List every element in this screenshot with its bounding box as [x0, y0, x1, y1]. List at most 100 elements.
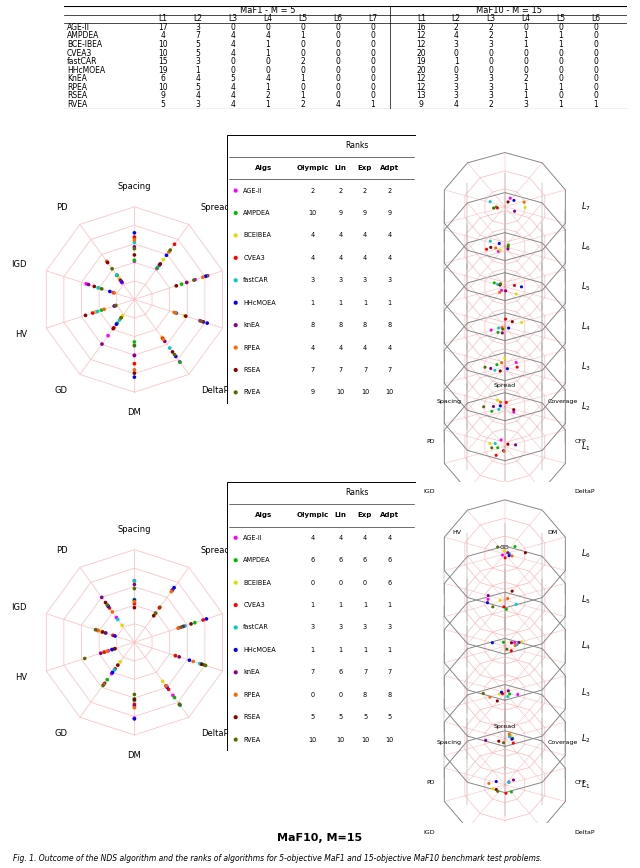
Point: [230, 621, 241, 635]
Text: 0: 0: [559, 23, 563, 32]
Point: [481, 242, 492, 256]
Point: [152, 261, 162, 275]
Point: [486, 404, 497, 418]
Point: [103, 644, 113, 658]
Point: [508, 773, 518, 787]
Point: [513, 687, 523, 701]
Text: RSEA: RSEA: [67, 91, 87, 100]
Point: [230, 575, 241, 589]
Point: [174, 621, 184, 635]
Point: [503, 546, 513, 560]
Point: [186, 617, 196, 631]
Point: [129, 339, 140, 352]
Point: [107, 642, 117, 656]
Point: [110, 641, 120, 655]
Text: 0: 0: [335, 74, 340, 83]
Text: HV: HV: [15, 673, 27, 681]
Text: 3: 3: [339, 624, 342, 630]
Point: [97, 303, 107, 317]
Text: 0: 0: [370, 40, 375, 49]
Point: [179, 619, 189, 633]
Text: L2: L2: [452, 15, 461, 23]
Point: [172, 306, 182, 320]
Text: 9: 9: [387, 210, 392, 216]
Text: 5: 5: [161, 100, 166, 108]
Point: [483, 592, 493, 606]
Text: RVEA: RVEA: [243, 737, 260, 743]
Point: [495, 364, 506, 378]
Point: [495, 278, 505, 292]
Text: 16: 16: [417, 23, 426, 32]
Text: 3: 3: [363, 277, 367, 283]
Point: [180, 309, 191, 323]
Text: L1: L1: [417, 15, 426, 23]
Point: [91, 305, 101, 319]
Text: 1: 1: [300, 91, 305, 100]
Text: 3: 3: [489, 82, 493, 92]
Text: HHcMOEA: HHcMOEA: [67, 66, 105, 75]
Point: [483, 595, 493, 609]
Point: [99, 678, 109, 692]
Text: 8: 8: [387, 322, 392, 328]
Text: knEA: knEA: [243, 322, 260, 328]
Point: [111, 299, 121, 312]
Text: HHcMOEA: HHcMOEA: [243, 647, 276, 653]
Point: [508, 732, 518, 746]
Text: 0: 0: [335, 57, 340, 66]
Point: [488, 201, 499, 215]
Point: [129, 248, 140, 262]
Text: 0: 0: [524, 23, 529, 32]
Text: 0: 0: [524, 66, 529, 75]
Text: 4: 4: [230, 49, 236, 57]
Point: [105, 285, 115, 299]
Point: [492, 393, 502, 407]
Point: [502, 592, 513, 606]
Point: [81, 308, 91, 322]
Point: [497, 356, 507, 370]
Text: L4: L4: [522, 15, 531, 23]
Point: [510, 540, 520, 554]
Point: [102, 256, 113, 270]
Text: DM: DM: [127, 751, 141, 760]
Point: [154, 258, 164, 272]
Text: 8: 8: [363, 692, 367, 698]
Text: 0: 0: [593, 66, 598, 75]
Text: fastCAR: fastCAR: [243, 277, 269, 283]
Point: [501, 396, 511, 410]
Point: [129, 240, 140, 253]
Text: 0: 0: [593, 40, 598, 49]
Point: [129, 577, 140, 591]
Point: [493, 278, 503, 292]
Point: [503, 437, 513, 451]
Point: [171, 649, 181, 663]
Text: 4: 4: [196, 74, 200, 83]
Point: [152, 260, 163, 274]
Text: 1: 1: [524, 82, 529, 92]
Text: 4: 4: [161, 31, 166, 41]
Text: MaF10, M=15: MaF10, M=15: [277, 832, 363, 843]
Text: 2: 2: [489, 100, 493, 108]
Point: [509, 405, 519, 419]
Text: 9: 9: [310, 390, 315, 396]
Text: 3: 3: [196, 57, 200, 66]
Text: 8: 8: [339, 322, 342, 328]
Point: [95, 647, 106, 661]
Text: 0: 0: [524, 57, 529, 66]
Text: 4: 4: [230, 82, 236, 92]
Text: 1: 1: [310, 602, 315, 608]
Point: [500, 284, 511, 298]
Point: [500, 352, 510, 365]
Point: [108, 628, 118, 642]
Point: [230, 296, 241, 310]
Point: [502, 642, 512, 656]
Point: [190, 273, 200, 286]
Point: [520, 546, 531, 560]
Point: [129, 357, 140, 371]
Point: [189, 615, 200, 629]
Text: 3: 3: [524, 100, 529, 108]
Point: [174, 697, 184, 711]
Text: $L_{6}$: $L_{6}$: [580, 240, 591, 253]
Text: 2: 2: [363, 187, 367, 194]
Text: 0: 0: [370, 31, 375, 41]
Text: 1: 1: [387, 647, 392, 653]
